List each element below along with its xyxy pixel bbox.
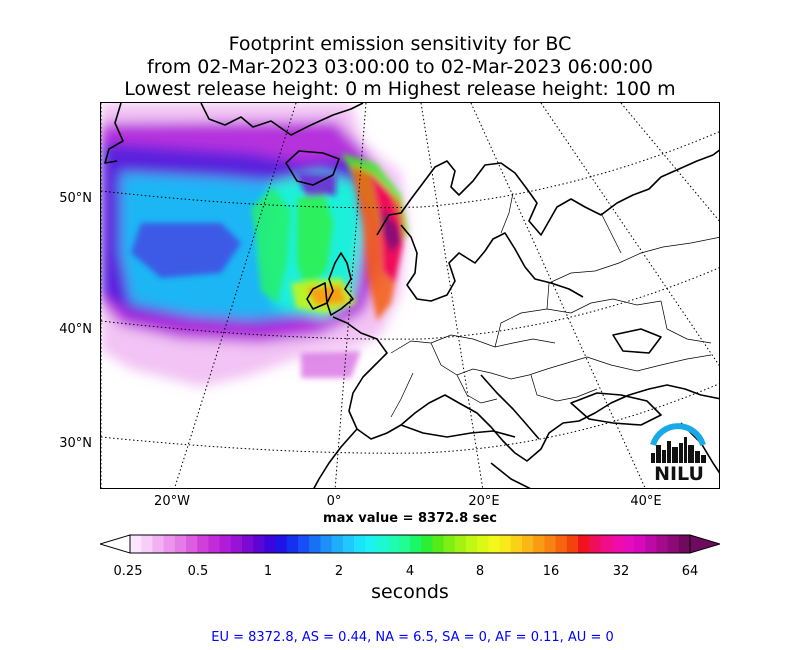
sensitivity-plume (101, 103, 408, 387)
colorbar-cell (566, 535, 579, 553)
footprint-map (101, 103, 719, 488)
country-borders (390, 192, 719, 418)
colorbar-cell (398, 535, 411, 553)
map-panel (100, 102, 720, 489)
logo-text: NILU (654, 463, 704, 483)
map-title-line3: Lowest release height: 0 m Highest relea… (124, 78, 676, 100)
colorbar-cell (331, 535, 344, 553)
colorbar-cell (152, 535, 165, 553)
colorbar-cell (141, 535, 153, 553)
colorbar-cell (466, 535, 478, 553)
colorbar-cell (298, 535, 310, 553)
colorbar-cell (510, 535, 523, 553)
colorbar-units: seconds (371, 581, 449, 603)
colorbar-cell (443, 535, 456, 553)
colorbar-tick: 1 (263, 564, 273, 579)
colorbar-cell (309, 535, 321, 553)
lat-label: 30°N (59, 436, 92, 451)
colorbar-cell (264, 535, 277, 553)
colorbar-cell (611, 535, 624, 553)
colorbar-cell (286, 535, 299, 553)
colorbar-cell (387, 535, 400, 553)
colorbar-cell (555, 535, 568, 553)
colorbar-cell (544, 535, 557, 553)
colorbar-tick: 0.25 (113, 564, 143, 579)
map-title-line2: from 02-Mar-2023 03:00:00 to 02-Mar-2023… (147, 56, 653, 78)
colorbar-cell (421, 535, 433, 553)
colorbar-cell (634, 535, 646, 553)
colorbar-cell (522, 535, 534, 553)
colorbar-cell (376, 535, 389, 553)
colorbar-tick: 32 (612, 564, 630, 579)
colorbar-cell (174, 535, 187, 553)
colorbar-cell (219, 535, 232, 553)
colorbar-tick: 16 (542, 564, 560, 579)
colorbar-cell (432, 535, 445, 553)
colorbar-cell (163, 535, 176, 553)
lon-label: 20°W (154, 494, 190, 509)
colorbar-cell (208, 535, 221, 553)
colorbar (100, 534, 720, 554)
colorbar-cell (667, 535, 680, 553)
colorbar-min-extend (100, 534, 131, 554)
colorbar-outline (129, 534, 691, 554)
graticule (101, 103, 719, 488)
colorbar-cell (354, 535, 366, 553)
colorbar-cell (342, 535, 355, 553)
colorbar-cell (410, 535, 422, 553)
colorbar-tick: 8 (475, 564, 485, 579)
lat-label: 40°N (59, 322, 92, 337)
max-value-label: max value = 8372.8 sec (323, 511, 497, 526)
colorbar-cell (622, 535, 635, 553)
colorbar-cell (578, 535, 590, 553)
colorbar-cell (600, 535, 613, 553)
colorbar-tick: 0.5 (187, 564, 209, 579)
colorbar-cell (589, 535, 601, 553)
colorbar-cell (197, 535, 209, 553)
coastlines (104, 103, 719, 488)
lon-label: 0° (326, 494, 342, 509)
map-title-line1: Footprint emission sensitivity for BC (228, 33, 572, 55)
colorbar-cell (656, 535, 669, 553)
colorbar-cell (454, 535, 467, 553)
colorbar-cell (678, 535, 691, 553)
colorbar-tick: 4 (405, 564, 415, 579)
colorbar-cell (275, 535, 288, 553)
colorbar-cell (533, 535, 545, 553)
nilu-logo: NILU (650, 423, 706, 483)
colorbar-cell (242, 535, 254, 553)
colorbar-cell (253, 535, 265, 553)
colorbar-tick: 64 (681, 564, 699, 579)
lat-label: 50°N (59, 191, 92, 206)
lon-label: 40°E (630, 494, 662, 509)
region-values: EU = 8372.8, AS = 0.44, NA = 6.5, SA = 0… (211, 630, 614, 645)
colorbar-cell (477, 535, 489, 553)
colorbar-cell (365, 535, 377, 553)
lon-label: 20°E (468, 494, 500, 509)
colorbar-cell (130, 535, 142, 553)
colorbar-cell (320, 535, 333, 553)
colorbar-tick: 2 (334, 564, 344, 579)
colorbar-cell (499, 535, 512, 553)
colorbar-cell (230, 535, 243, 553)
colorbar-cell (186, 535, 198, 553)
colorbar-cell (645, 535, 657, 553)
colorbar-max-extend (689, 534, 720, 554)
colorbar-cell (488, 535, 501, 553)
